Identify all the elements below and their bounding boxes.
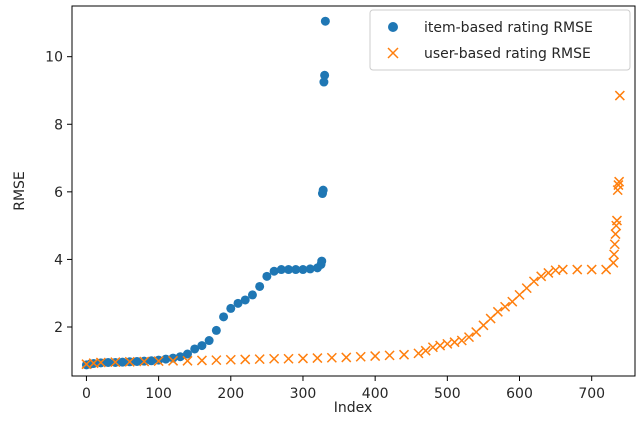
data-point	[269, 266, 279, 276]
data-point	[254, 354, 265, 365]
data-point	[168, 353, 178, 363]
data-point	[276, 265, 286, 275]
data-point	[219, 312, 229, 322]
legend: item-based rating RMSE user-based rating…	[369, 9, 631, 71]
data-point	[197, 341, 207, 351]
x-axis: 0 100 200 300 400 500 600 700	[82, 376, 605, 402]
data-point	[182, 349, 192, 359]
y-tick-label: 6	[54, 185, 63, 201]
data-point	[298, 265, 308, 275]
x-tick-label: 600	[506, 386, 533, 402]
data-point	[536, 271, 547, 282]
legend-marker-user-based	[387, 47, 399, 59]
y-tick-label: 10	[45, 50, 63, 66]
data-point	[196, 355, 207, 366]
data-point	[146, 356, 156, 366]
data-point	[103, 357, 113, 367]
data-point	[326, 352, 337, 363]
x-tick-label: 400	[362, 386, 389, 402]
data-point	[139, 356, 150, 367]
y-axis-label: RMSE	[12, 171, 28, 211]
data-point	[240, 354, 251, 365]
data-point	[320, 70, 330, 80]
data-point	[614, 90, 625, 101]
data-point	[225, 354, 236, 365]
y-tick-label: 2	[54, 320, 63, 336]
data-point	[456, 335, 467, 346]
data-point	[190, 344, 200, 354]
data-point	[463, 332, 475, 343]
x-axis-label: Index	[334, 400, 373, 416]
x-tick-label: 500	[434, 386, 461, 402]
data-point	[312, 353, 323, 364]
data-point	[609, 249, 620, 260]
data-point	[118, 357, 128, 367]
x-tick-label: 300	[290, 386, 317, 402]
data-point	[153, 356, 164, 367]
data-point	[182, 355, 193, 366]
legend-label-item-based: item-based rating RMSE	[424, 20, 593, 36]
data-point	[500, 301, 511, 312]
x-tick-label: 700	[578, 386, 605, 402]
data-point	[528, 276, 539, 287]
data-point	[132, 356, 142, 366]
data-point	[262, 271, 272, 281]
data-point	[240, 295, 250, 305]
data-point	[211, 355, 222, 366]
series-layer	[81, 16, 625, 370]
data-point	[255, 281, 265, 291]
data-point	[318, 185, 328, 195]
x-tick-label: 100	[145, 386, 172, 402]
series-user-based	[81, 90, 625, 370]
data-point	[291, 265, 301, 275]
x-tick-label: 0	[82, 386, 91, 402]
data-point	[420, 345, 431, 356]
data-point	[355, 351, 366, 362]
data-point	[124, 356, 135, 367]
data-point	[492, 306, 503, 317]
data-point	[283, 353, 294, 364]
legend-marker-item-based	[388, 22, 398, 32]
data-point	[613, 180, 624, 191]
data-point	[384, 350, 395, 361]
data-point	[543, 267, 554, 278]
data-point	[95, 357, 106, 368]
data-point	[233, 298, 243, 308]
legend-box	[369, 9, 631, 71]
data-point	[247, 290, 257, 300]
data-point	[204, 336, 214, 346]
data-point	[611, 215, 622, 226]
data-point	[398, 349, 410, 360]
data-point	[284, 265, 294, 275]
data-point	[608, 257, 619, 268]
data-point	[317, 256, 327, 266]
data-point	[305, 264, 315, 274]
data-point	[586, 264, 597, 275]
y-tick-label: 8	[54, 117, 63, 133]
data-point	[370, 351, 381, 362]
data-point	[297, 353, 309, 364]
data-point	[211, 325, 221, 335]
legend-label-user-based: user-based rating RMSE	[424, 46, 591, 62]
y-axis: 2 4 6 8 10	[45, 50, 72, 336]
data-point	[168, 355, 179, 366]
data-point	[557, 264, 568, 275]
data-point	[572, 264, 583, 275]
y-tick-label: 4	[54, 252, 63, 268]
data-point	[614, 176, 625, 187]
data-point	[110, 357, 121, 368]
data-point	[610, 229, 621, 240]
data-point	[320, 16, 330, 26]
data-point	[175, 352, 185, 362]
data-point	[226, 303, 236, 313]
data-point	[269, 353, 280, 364]
data-point	[341, 352, 352, 363]
data-point	[609, 239, 620, 250]
data-point	[319, 77, 329, 87]
data-point	[413, 348, 424, 359]
x-tick-label: 200	[217, 386, 244, 402]
